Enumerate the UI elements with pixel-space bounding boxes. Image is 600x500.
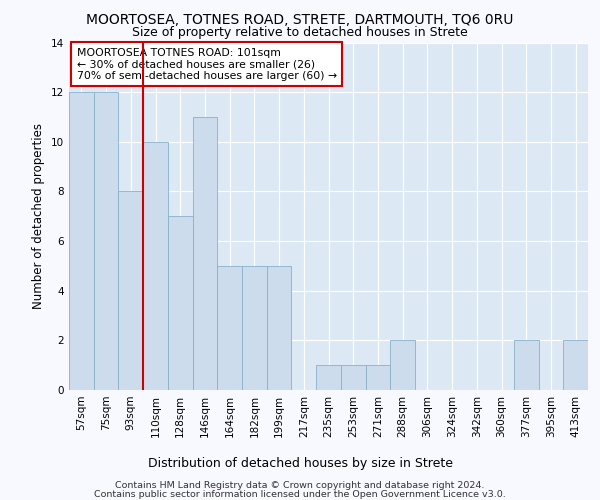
Text: MOORTOSEA TOTNES ROAD: 101sqm
← 30% of detached houses are smaller (26)
70% of s: MOORTOSEA TOTNES ROAD: 101sqm ← 30% of d… (77, 48, 337, 81)
Bar (94, 92, 118, 390)
Bar (193, 117, 217, 390)
Y-axis label: Number of detached properties: Number of detached properties (32, 123, 46, 309)
Bar (390, 340, 415, 390)
Bar (563, 340, 588, 390)
Text: Size of property relative to detached houses in Strete: Size of property relative to detached ho… (132, 26, 468, 39)
Text: MOORTOSEA, TOTNES ROAD, STRETE, DARTMOUTH, TQ6 0RU: MOORTOSEA, TOTNES ROAD, STRETE, DARTMOUT… (86, 12, 514, 26)
Bar (316, 365, 341, 390)
Bar (168, 216, 193, 390)
Bar (69, 92, 94, 390)
Bar (242, 266, 267, 390)
Text: Distribution of detached houses by size in Strete: Distribution of detached houses by size … (148, 458, 452, 470)
Bar (514, 340, 539, 390)
Text: Contains public sector information licensed under the Open Government Licence v3: Contains public sector information licen… (94, 490, 506, 499)
Bar (217, 266, 242, 390)
Bar (341, 365, 365, 390)
Bar (267, 266, 292, 390)
Text: Contains HM Land Registry data © Crown copyright and database right 2024.: Contains HM Land Registry data © Crown c… (115, 481, 485, 490)
Bar (118, 192, 143, 390)
Bar (365, 365, 390, 390)
Bar (143, 142, 168, 390)
